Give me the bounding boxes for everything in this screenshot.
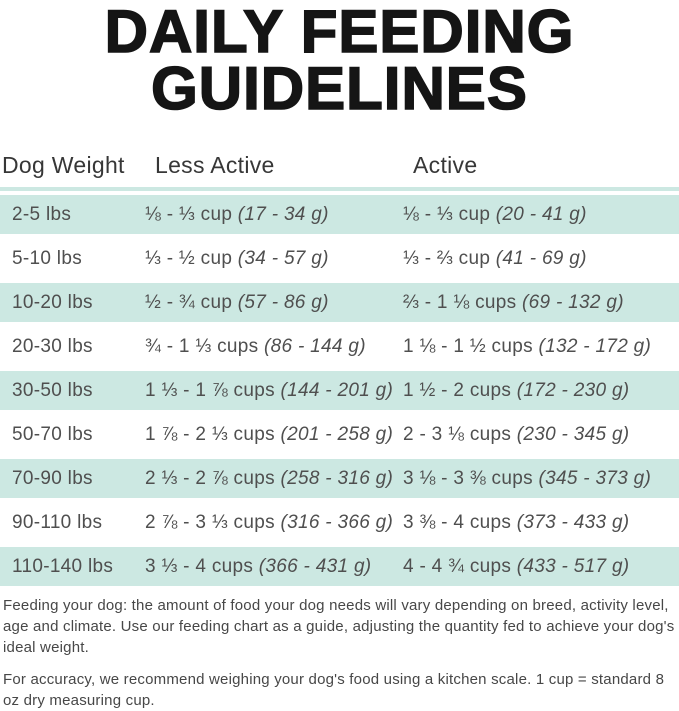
active-cups-value: ⅔ - 1 ⅛ cups: [403, 291, 517, 313]
dog-weight-cell: 5-10 lbs: [12, 247, 82, 269]
footnotes-section: Feeding your dog: the amount of food you…: [0, 595, 679, 711]
dog-weight-cell: 20-30 lbs: [12, 335, 93, 357]
table-row: 30-50 lbs 1 ⅓ - 1 ⅞ cups (144 - 201 g) 1…: [0, 371, 679, 410]
table-row: 110-140 lbs 3 ⅓ - 4 cups (366 - 431 g) 4…: [0, 547, 679, 586]
active-cell: 1 ½ - 2 cups (172 - 230 g): [403, 380, 679, 402]
less-active-grams-value: (366 - 431 g): [258, 555, 372, 577]
page-title: DAILY FEEDING GUIDELINES: [0, 0, 679, 122]
less-active-grams-value: (34 - 57 g): [237, 247, 329, 269]
active-cell: 3 ⅛ - 3 ⅜ cups (345 - 373 g): [403, 468, 679, 490]
column-header-active: Active: [413, 152, 478, 178]
table-row: 70-90 lbs 2 ⅓ - 2 ⅞ cups (258 - 316 g) 3…: [0, 459, 679, 498]
active-cell: ⅓ - ⅔ cup (41 - 69 g): [403, 248, 679, 270]
active-grams-value: (20 - 41 g): [495, 203, 587, 225]
active-grams-value: (41 - 69 g): [495, 247, 587, 269]
active-grams-value: (172 - 230 g): [516, 379, 630, 401]
footnote-feeding: Feeding your dog: the amount of food you…: [3, 597, 675, 656]
less-active-cell: 2 ⅞ - 3 ⅓ cups (316 - 366 g): [145, 512, 403, 534]
feeding-table-body: 2-5 lbs ⅛ - ⅓ cup (17 - 34 g) ⅛ - ⅓ cup …: [0, 195, 679, 586]
active-cups-value: 1 ½ - 2 cups: [403, 379, 512, 401]
active-cups-value: 1 ⅛ - 1 ½ cups: [403, 335, 533, 357]
less-active-grams-value: (201 - 258 g): [280, 423, 394, 445]
active-cups-value: ⅓ - ⅔ cup: [403, 247, 491, 269]
active-cell: 1 ⅛ - 1 ½ cups (132 - 172 g): [403, 336, 679, 358]
dog-weight-cell: 70-90 lbs: [12, 467, 93, 489]
active-grams-value: (132 - 172 g): [538, 335, 652, 357]
table-row: 50-70 lbs 1 ⅞ - 2 ⅓ cups (201 - 258 g) 2…: [0, 415, 679, 454]
active-cell: 2 - 3 ⅛ cups (230 - 345 g): [403, 424, 679, 446]
less-active-cups-value: 2 ⅓ - 2 ⅞ cups: [145, 467, 275, 489]
active-cups-value: ⅛ - ⅓ cup: [403, 203, 491, 225]
less-active-cups-value: ⅓ - ½ cup: [145, 247, 233, 269]
less-active-cell: 2 ⅓ - 2 ⅞ cups (258 - 316 g): [145, 468, 403, 490]
less-active-cell: ¾ - 1 ⅓ cups (86 - 144 g): [145, 336, 403, 358]
less-active-cell: ½ - ¾ cup (57 - 86 g): [145, 292, 403, 314]
active-cell: ⅛ - ⅓ cup (20 - 41 g): [403, 204, 679, 226]
table-row: 90-110 lbs 2 ⅞ - 3 ⅓ cups (316 - 366 g) …: [0, 503, 679, 542]
table-row: 2-5 lbs ⅛ - ⅓ cup (17 - 34 g) ⅛ - ⅓ cup …: [0, 195, 679, 234]
less-active-cups-value: ½ - ¾ cup: [145, 291, 233, 313]
table-row: 20-30 lbs ¾ - 1 ⅓ cups (86 - 144 g) 1 ⅛ …: [0, 327, 679, 366]
table-top-rule: [0, 187, 679, 191]
less-active-grams-value: (17 - 34 g): [237, 203, 329, 225]
less-active-cups-value: 2 ⅞ - 3 ⅓ cups: [145, 511, 275, 533]
footnote-accuracy: For accuracy, we recommend weighing your…: [3, 671, 665, 709]
less-active-cell: 1 ⅓ - 1 ⅞ cups (144 - 201 g): [145, 380, 403, 402]
less-active-cups-value: 3 ⅓ - 4 cups: [145, 555, 254, 577]
table-row: 10-20 lbs ½ - ¾ cup (57 - 86 g) ⅔ - 1 ⅛ …: [0, 283, 679, 322]
active-grams-value: (69 - 132 g): [522, 291, 624, 313]
less-active-grams-value: (258 - 316 g): [280, 467, 394, 489]
active-cups-value: 3 ⅜ - 4 cups: [403, 511, 512, 533]
less-active-cups-value: 1 ⅓ - 1 ⅞ cups: [145, 379, 275, 401]
less-active-cell: 1 ⅞ - 2 ⅓ cups (201 - 258 g): [145, 424, 403, 446]
column-header-dog-weight: Dog Weight: [2, 152, 125, 178]
active-cups-value: 2 - 3 ⅛ cups: [403, 423, 512, 445]
active-grams-value: (230 - 345 g): [516, 423, 630, 445]
active-cell: 3 ⅜ - 4 cups (373 - 433 g): [403, 512, 679, 534]
less-active-cell: 3 ⅓ - 4 cups (366 - 431 g): [145, 556, 403, 578]
active-cups-value: 4 - 4 ¾ cups: [403, 555, 512, 577]
active-grams-value: (433 - 517 g): [516, 555, 630, 577]
less-active-grams-value: (86 - 144 g): [264, 335, 366, 357]
less-active-grams-value: (57 - 86 g): [237, 291, 329, 313]
title-line-2: GUIDELINES: [150, 55, 528, 122]
less-active-cell: ⅛ - ⅓ cup (17 - 34 g): [145, 204, 403, 226]
dog-weight-cell: 30-50 lbs: [12, 379, 93, 401]
table-row: 5-10 lbs ⅓ - ½ cup (34 - 57 g) ⅓ - ⅔ cup…: [0, 239, 679, 278]
dog-weight-cell: 50-70 lbs: [12, 423, 93, 445]
title-line-1: DAILY FEEDING: [104, 0, 575, 65]
less-active-grams-value: (144 - 201 g): [280, 379, 394, 401]
less-active-cups-value: 1 ⅞ - 2 ⅓ cups: [145, 423, 275, 445]
column-header-less-active: Less Active: [155, 152, 275, 178]
dog-weight-cell: 2-5 lbs: [12, 203, 72, 225]
dog-weight-cell: 10-20 lbs: [12, 291, 93, 313]
active-cell: ⅔ - 1 ⅛ cups (69 - 132 g): [403, 292, 679, 314]
less-active-cell: ⅓ - ½ cup (34 - 57 g): [145, 248, 403, 270]
active-cups-value: 3 ⅛ - 3 ⅜ cups: [403, 467, 533, 489]
active-cell: 4 - 4 ¾ cups (433 - 517 g): [403, 556, 679, 578]
dog-weight-cell: 110-140 lbs: [12, 555, 114, 577]
active-grams-value: (345 - 373 g): [538, 467, 652, 489]
less-active-grams-value: (316 - 366 g): [280, 511, 394, 533]
dog-weight-cell: 90-110 lbs: [12, 511, 103, 533]
active-grams-value: (373 - 433 g): [516, 511, 630, 533]
less-active-cups-value: ¾ - 1 ⅓ cups: [145, 335, 259, 357]
table-header-row: Dog Weight Less Active Active: [0, 151, 679, 179]
less-active-cups-value: ⅛ - ⅓ cup: [145, 203, 233, 225]
